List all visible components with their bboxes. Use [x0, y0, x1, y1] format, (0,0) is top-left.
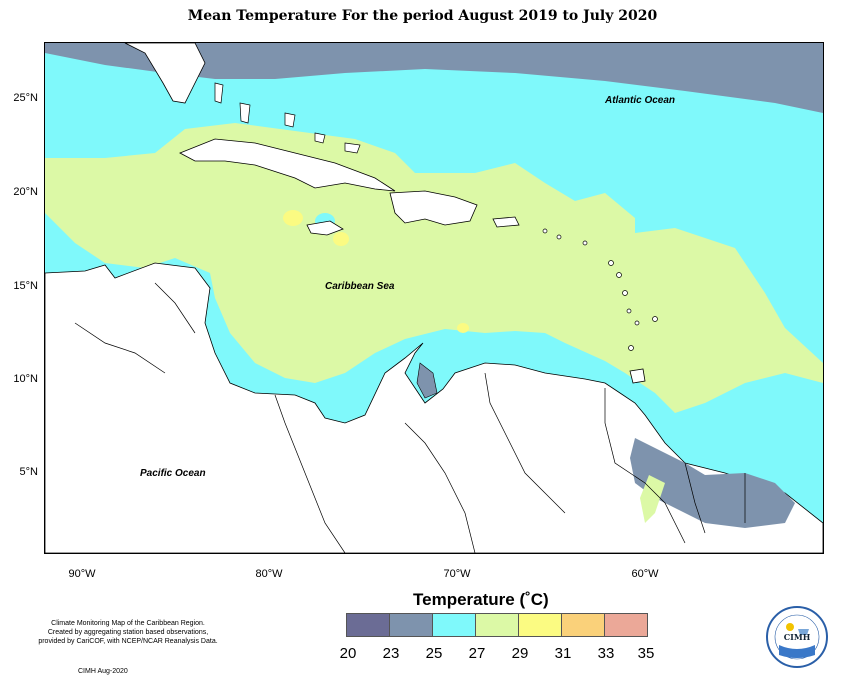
legend-tick: 27 [468, 645, 486, 662]
zone-27-29 [45, 123, 823, 413]
lon-label-70w: 70°W [443, 568, 471, 580]
lat-label-25n: 25°N [13, 92, 38, 104]
land-hispaniola [389, 190, 478, 226]
map-title: Mean Temperature For the period August 2… [187, 8, 658, 24]
label-pacific-ocean: Pacific Ocean [140, 468, 206, 479]
legend-tick: 23 [382, 645, 400, 662]
land-trinidad [629, 368, 646, 384]
lake-maracaibo [416, 362, 438, 399]
lat-label-15n: 15°N [13, 280, 38, 292]
land-cuba [179, 138, 396, 192]
legend-tick: 31 [554, 645, 572, 662]
map-area: Atlantic Ocean Caribbean Sea Pacific Oce… [44, 42, 824, 554]
temperature-map [45, 43, 823, 553]
land-bahamas [214, 82, 361, 154]
label-atlantic-ocean: Atlantic Ocean [605, 95, 676, 106]
legend-swatch-27-29 [476, 614, 519, 636]
lat-label-10n: 10°N [13, 373, 38, 385]
cimh-logo: CIMH [765, 605, 829, 669]
land-south [45, 262, 823, 553]
credit-line-3: provided by CariCOF, with NCEP/NCAR Rean… [38, 638, 218, 645]
legend-tick: 25 [425, 645, 443, 662]
lon-label-90w: 90°W [68, 568, 96, 580]
credit-line-1: Climate Monitoring Map of the Caribbean … [51, 620, 205, 627]
land-jamaica [306, 220, 344, 236]
legend-title: Temperature (˚C) [413, 590, 549, 609]
credit-date: CIMH Aug-2020 [78, 668, 128, 675]
zone-29-31-jamaica [283, 210, 303, 226]
country-borders [74, 282, 746, 553]
legend-ticks: 20 23 25 27 29 31 33 35 [334, 645, 660, 663]
legend-swatch-20-23 [347, 614, 390, 636]
lat-label-20n: 20°N [13, 186, 38, 198]
credit-text: Climate Monitoring Map of the Caribbean … [18, 619, 238, 646]
zone-29-31-south [333, 232, 349, 246]
zone-23-25-north [45, 43, 823, 113]
zone-23-25-guiana [630, 438, 795, 528]
credit-line-2: Created by aggregating station based obs… [47, 629, 209, 636]
legend-swatch-33-35 [605, 614, 647, 636]
land-lesser-antilles [542, 228, 658, 351]
legend-tick: 33 [597, 645, 615, 662]
lon-label-60w: 60°W [631, 568, 659, 580]
legend-swatch-29-31 [519, 614, 562, 636]
land-florida [124, 43, 206, 104]
legend-swatch-23-25 [390, 614, 433, 636]
zone-29-31-curacao [457, 323, 469, 333]
logo-text: CIMH [783, 632, 811, 642]
land-puerto-rico [492, 216, 520, 228]
zone-25-27-venezuela-coast [520, 341, 570, 365]
legend-tick: 29 [511, 645, 529, 662]
legend-swatch-25-27 [433, 614, 476, 636]
legend-tick: 35 [637, 645, 655, 662]
legend-swatch-31-33 [562, 614, 605, 636]
color-legend-bar [346, 613, 648, 637]
legend-tick: 20 [339, 645, 357, 662]
lat-label-5n: 5°N [19, 466, 38, 478]
zone-27-29-guiana [640, 475, 665, 523]
label-caribbean-sea: Caribbean Sea [325, 281, 395, 292]
lon-label-80w: 80°W [255, 568, 283, 580]
